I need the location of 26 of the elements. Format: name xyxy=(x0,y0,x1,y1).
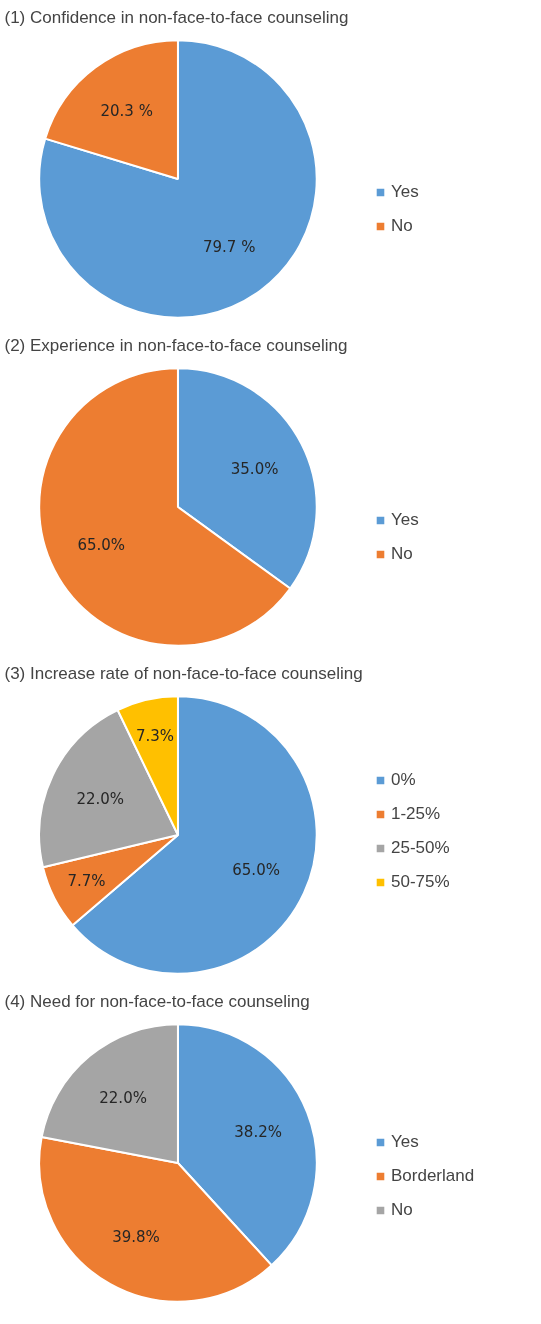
legend-label: No xyxy=(391,216,413,236)
data-label: 22.0% xyxy=(76,789,125,808)
chart-title: (3) Increase rate of non-face-to-face counseling xyxy=(4,663,363,683)
data-label: 7.3% xyxy=(136,727,175,746)
data-label: 35.0% xyxy=(230,459,279,478)
legend-label: No xyxy=(391,544,413,564)
data-label: 39.8% xyxy=(112,1227,160,1246)
chart-title: (2) Experience in non-face-to-face counseling xyxy=(4,335,348,355)
legend-label: Yes xyxy=(391,182,419,202)
data-label: 65.0% xyxy=(232,861,280,880)
data-label: 7.7% xyxy=(67,871,106,890)
legend-label: 25-50% xyxy=(391,838,450,858)
data-label: 65.0% xyxy=(77,536,126,555)
data-label: 38.2% xyxy=(234,1123,282,1142)
legend-label: Yes xyxy=(391,510,419,530)
legend-label: 1-25% xyxy=(391,804,441,824)
legend-label: 50-75% xyxy=(391,872,450,892)
legend-label: No xyxy=(391,1200,413,1220)
data-label: 20.3 % xyxy=(100,101,153,120)
legend-label: 0% xyxy=(391,770,416,790)
data-label: 22.0% xyxy=(99,1088,147,1107)
legend-label: Yes xyxy=(391,1132,419,1152)
chart-title: (1) Confidence in non-face-to-face counseling xyxy=(4,7,349,27)
chart-title: (4) Need for non-face-to-face counseling xyxy=(4,991,310,1011)
legend-label: Borderland xyxy=(391,1166,475,1186)
data-label: 79.7 % xyxy=(202,238,256,257)
